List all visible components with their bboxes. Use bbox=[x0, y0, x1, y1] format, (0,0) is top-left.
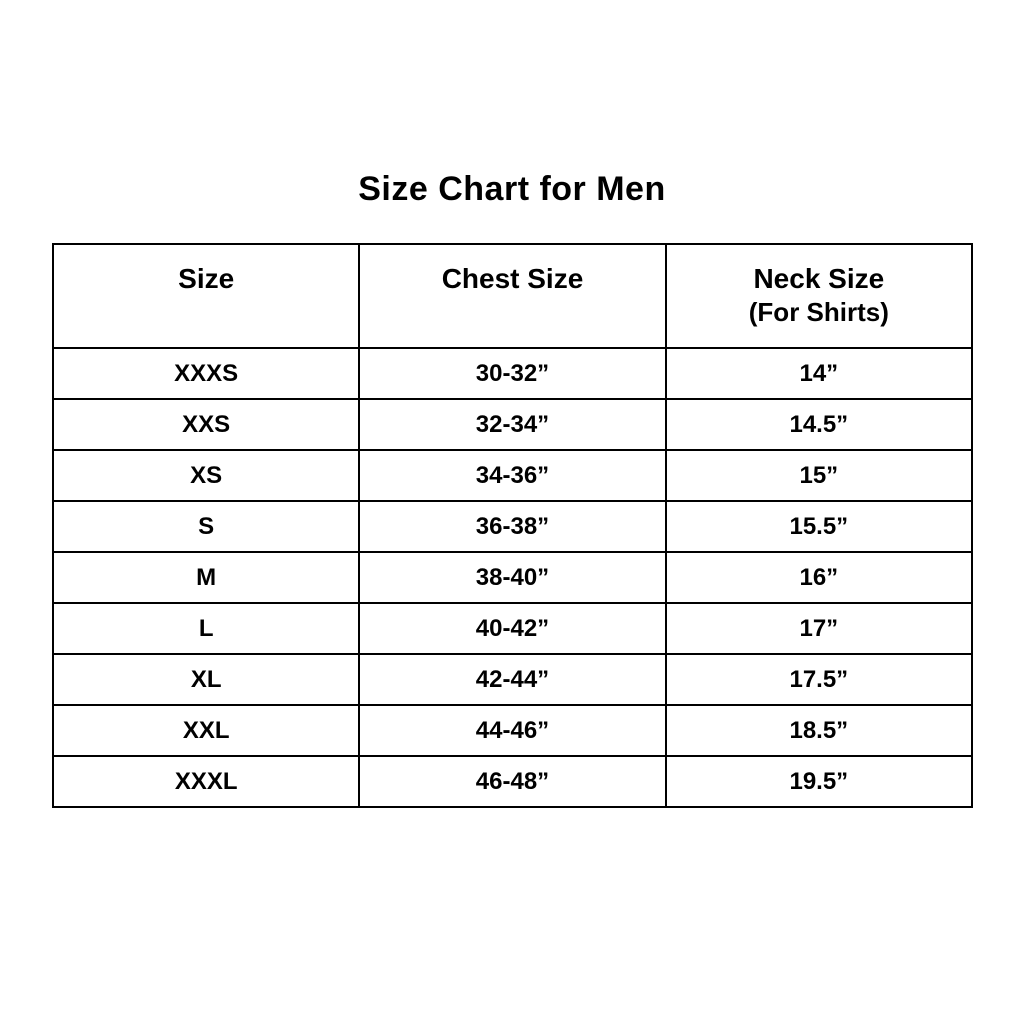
cell-neck-size: 14.5” bbox=[664, 398, 974, 451]
cell-neck-size: 15” bbox=[664, 449, 974, 502]
header-cell-neck-size: Neck Size (For Shirts) bbox=[664, 243, 974, 349]
cell-size: M bbox=[51, 551, 361, 604]
table-row: XXL 44-46” 18.5” bbox=[51, 704, 974, 757]
table-row: XS 34-36” 15” bbox=[51, 449, 974, 502]
cell-size: XXXS bbox=[51, 347, 361, 400]
cell-chest-size: 46-48” bbox=[358, 755, 667, 808]
cell-size: XL bbox=[51, 653, 361, 706]
cell-neck-size: 17” bbox=[664, 602, 974, 655]
header-cell-chest-size: Chest Size bbox=[358, 243, 667, 349]
table-row: XXS 32-34” 14.5” bbox=[51, 398, 974, 451]
table-row: L 40-42” 17” bbox=[51, 602, 974, 655]
cell-size: S bbox=[51, 500, 361, 553]
cell-chest-size: 40-42” bbox=[358, 602, 667, 655]
cell-chest-size: 38-40” bbox=[358, 551, 667, 604]
header-size-label: Size bbox=[178, 263, 235, 294]
cell-neck-size: 15.5” bbox=[664, 500, 974, 553]
table-row: M 38-40” 16” bbox=[51, 551, 974, 604]
cell-chest-size: 42-44” bbox=[358, 653, 667, 706]
header-neck-size-sublabel: (For Shirts) bbox=[748, 297, 889, 327]
cell-chest-size: 36-38” bbox=[358, 500, 667, 553]
table-body: XXXS 30-32” 14” XXS 32-34” 14.5” XS 34-3… bbox=[51, 347, 974, 808]
cell-neck-size: 16” bbox=[664, 551, 974, 604]
cell-size: XXS bbox=[51, 398, 361, 451]
table-row: XXXL 46-48” 19.5” bbox=[51, 755, 974, 808]
cell-chest-size: 44-46” bbox=[358, 704, 667, 757]
table-row: S 36-38” 15.5” bbox=[51, 500, 974, 553]
cell-chest-size: 32-34” bbox=[358, 398, 667, 451]
header-cell-size: Size bbox=[51, 243, 361, 349]
cell-size: XXXL bbox=[51, 755, 361, 808]
header-neck-size-label: Neck Size bbox=[753, 263, 885, 294]
size-chart-table: Size Chest Size Neck Size (For Shirts) X… bbox=[51, 243, 974, 808]
page-title: Size Chart for Men bbox=[358, 170, 666, 208]
header-chest-size-label: Chest Size bbox=[441, 263, 584, 294]
table-row: XXXS 30-32” 14” bbox=[51, 347, 974, 400]
cell-neck-size: 17.5” bbox=[664, 653, 974, 706]
table-header: Size Chest Size Neck Size (For Shirts) bbox=[51, 243, 974, 349]
cell-chest-size: 30-32” bbox=[358, 347, 667, 400]
cell-size: XS bbox=[51, 449, 361, 502]
table-row: XL 42-44” 17.5” bbox=[51, 653, 974, 706]
cell-size: XXL bbox=[51, 704, 361, 757]
header-row: Size Chest Size Neck Size (For Shirts) bbox=[51, 243, 974, 349]
cell-size: L bbox=[51, 602, 361, 655]
cell-neck-size: 14” bbox=[664, 347, 974, 400]
cell-neck-size: 18.5” bbox=[664, 704, 974, 757]
cell-chest-size: 34-36” bbox=[358, 449, 667, 502]
cell-neck-size: 19.5” bbox=[664, 755, 974, 808]
